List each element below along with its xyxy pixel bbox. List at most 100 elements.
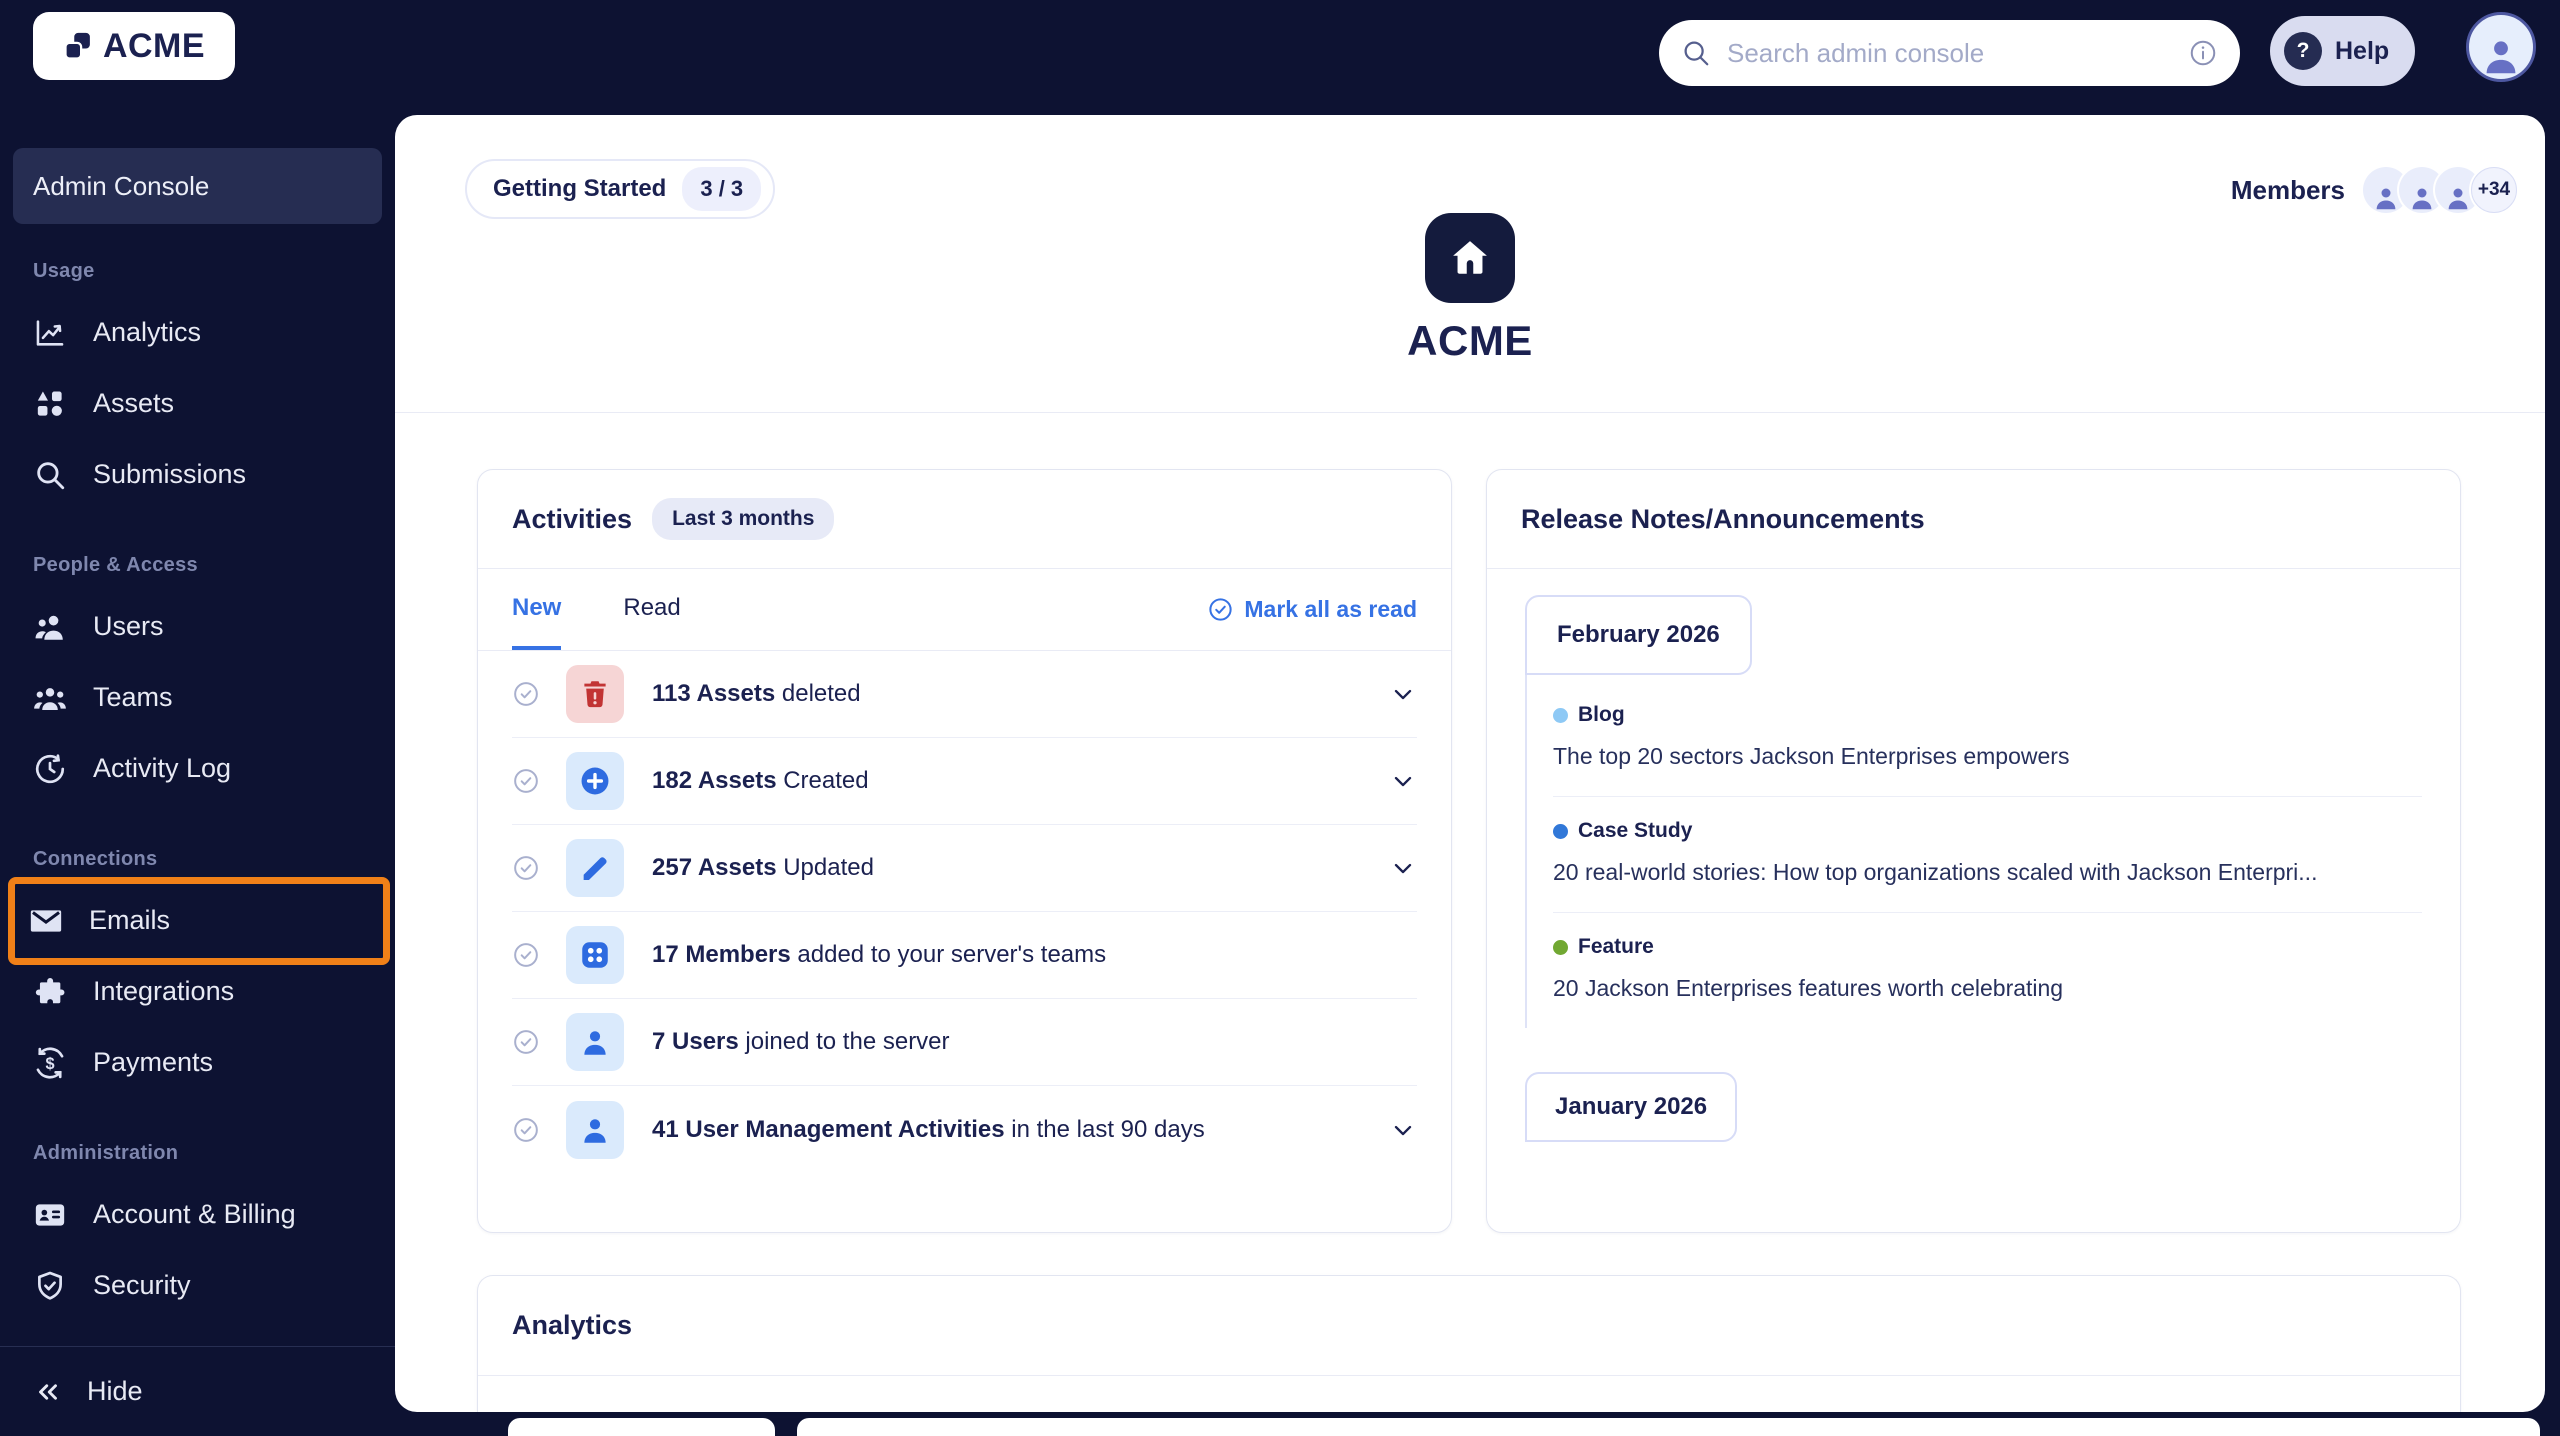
analytics-card: Analytics — [477, 1275, 2461, 1412]
release-notes-card: Release Notes/Announcements February 202… — [1486, 469, 2461, 1233]
chevron-down-icon[interactable] — [1389, 680, 1417, 708]
help-button[interactable]: ? Help — [2270, 16, 2416, 86]
entry-tag: Feature — [1578, 935, 1654, 958]
release-notes-title: Release Notes/Announcements — [1521, 503, 1925, 534]
release-entry-feature[interactable]: Feature 20 Jackson Enterprises features … — [1553, 913, 2422, 1028]
sidebar-item-account-billing[interactable]: Account & Billing — [13, 1179, 382, 1250]
chevron-down-icon[interactable] — [1389, 767, 1417, 795]
activities-card: Activities Last 3 months New Read Mark a… — [477, 469, 1452, 1233]
feature-dot-icon — [1553, 939, 1568, 955]
chevrons-left-icon — [33, 1377, 63, 1407]
sidebar-item-label: Security — [93, 1270, 191, 1300]
search-icon — [1681, 38, 1711, 68]
mark-all-label: Mark all as read — [1244, 596, 1417, 622]
user-avatar[interactable] — [2466, 12, 2536, 82]
section-label-usage: Usage — [33, 260, 95, 282]
check-circle-icon[interactable] — [512, 680, 540, 708]
check-circle-icon[interactable] — [512, 941, 540, 969]
activity-row-assets-updated[interactable]: 257 Assets Updated — [512, 825, 1417, 912]
main-panel: Getting Started 3 / 3 ACME Members +34 A… — [395, 115, 2545, 1412]
sidebar-item-admin-console[interactable]: Admin Console — [13, 148, 382, 224]
release-entry-blog[interactable]: Blog The top 20 sectors Jackson Enterpri… — [1553, 681, 2422, 797]
case-study-dot-icon — [1553, 823, 1568, 839]
brand-name: ACME — [102, 26, 206, 65]
admin-search-bar[interactable] — [1659, 20, 2240, 86]
entry-text: 20 Jackson Enterprises features worth ce… — [1553, 975, 2064, 1001]
activity-log-icon — [33, 752, 67, 786]
sidebar-item-security[interactable]: Security — [13, 1250, 382, 1321]
trash-icon — [566, 665, 624, 723]
grid-icon — [566, 926, 624, 984]
members-group: Members +34 — [2231, 167, 2517, 213]
puzzle-icon — [33, 975, 67, 1009]
sidebar-item-emails[interactable]: Emails — [8, 876, 390, 965]
member-overflow-badge[interactable]: +34 — [2471, 167, 2517, 213]
sidebar-item-teams[interactable]: Teams — [13, 662, 382, 733]
sidebar-item-label: Assets — [93, 388, 175, 418]
getting-started-label: Getting Started — [493, 175, 667, 202]
search-icon — [33, 458, 67, 492]
activity-text: 182 Assets Created — [652, 767, 869, 794]
sidebar-item-assets[interactable]: Assets — [13, 368, 382, 439]
check-circle-icon[interactable] — [512, 767, 540, 795]
sidebar-item-analytics[interactable]: Analytics — [13, 297, 382, 368]
getting-started-pill[interactable]: Getting Started 3 / 3 — [465, 159, 776, 219]
activity-row-users-joined[interactable]: 7 Users joined to the server — [512, 999, 1417, 1086]
blog-dot-icon — [1553, 707, 1568, 723]
payments-icon: $ — [33, 1046, 67, 1080]
info-icon[interactable] — [2188, 38, 2218, 68]
activity-row-assets-deleted[interactable]: 113 Assets deleted — [512, 651, 1417, 738]
member-avatar[interactable] — [2435, 167, 2481, 213]
sidebar-item-label: Account & Billing — [93, 1199, 296, 1229]
search-input[interactable] — [1727, 37, 2172, 69]
check-circle-icon[interactable] — [512, 1028, 540, 1056]
org-title: ACME — [1407, 317, 1533, 364]
teams-icon — [33, 681, 67, 715]
sidebar-item-label: Submissions — [93, 459, 247, 489]
activity-text: 7 Users joined to the server — [652, 1028, 950, 1055]
acme-logo[interactable]: ACME — [33, 12, 235, 80]
release-entry-case-study[interactable]: Case Study 20 real-world stories: How to… — [1553, 797, 2422, 913]
sidebar: ACME Admin Console Usage Analytics Asset… — [0, 0, 395, 1436]
entry-tag: Case Study — [1578, 819, 1693, 842]
sidebar-item-users[interactable]: Users — [13, 591, 382, 662]
activity-text: 41 User Management Activities in the las… — [652, 1115, 1205, 1143]
entry-tag: Blog — [1578, 703, 1625, 726]
check-circle-icon[interactable] — [512, 854, 540, 882]
sidebar-item-activity-log[interactable]: Activity Log — [13, 733, 382, 804]
tab-new[interactable]: New — [512, 569, 562, 650]
activity-row-members-added[interactable]: 17 Members added to your server's teams — [512, 912, 1417, 999]
sidebar-item-label: Integrations — [93, 976, 235, 1006]
sidebar-hide-button[interactable]: Hide — [0, 1346, 395, 1436]
activity-text: 113 Assets deleted — [652, 680, 861, 707]
home-icon — [1453, 241, 1487, 274]
entry-tag-row: Case Study — [1553, 819, 2422, 843]
month-tab-february-2026[interactable]: February 2026 — [1525, 595, 1752, 675]
entry-tag-row: Blog — [1553, 703, 2422, 727]
activity-row-assets-created[interactable]: 182 Assets Created — [512, 738, 1417, 825]
analytics-icon — [33, 316, 67, 350]
svg-text:$: $ — [45, 1054, 54, 1072]
sidebar-item-label: Payments — [93, 1047, 214, 1077]
member-avatar-stack[interactable]: +34 — [2363, 167, 2517, 213]
check-circle-icon[interactable] — [512, 1116, 540, 1144]
check-circle-icon — [1207, 596, 1234, 623]
acme-logo-mark-icon — [63, 31, 93, 61]
sidebar-item-submissions[interactable]: Submissions — [13, 439, 382, 510]
plus-circle-icon — [566, 752, 624, 810]
activity-row-user-management[interactable]: 41 User Management Activities in the las… — [512, 1086, 1417, 1173]
sidebar-item-integrations[interactable]: Integrations — [13, 956, 382, 1027]
sidebar-item-label: Activity Log — [93, 753, 232, 783]
chevron-down-icon[interactable] — [1389, 854, 1417, 882]
assets-icon — [33, 387, 67, 421]
question-icon: ? — [2284, 32, 2322, 70]
activity-text: 17 Members added to your server's teams — [652, 941, 1107, 968]
sidebar-item-payments[interactable]: $ Payments — [13, 1027, 382, 1098]
tab-read[interactable]: Read — [623, 593, 681, 621]
analytics-title: Analytics — [512, 1310, 633, 1340]
mark-all-as-read-button[interactable]: Mark all as read — [1207, 569, 1417, 650]
chevron-down-icon[interactable] — [1389, 1116, 1417, 1144]
entry-tag-row: Feature — [1553, 935, 2422, 959]
month-tab-january-2026[interactable]: January 2026 — [1525, 1072, 1738, 1142]
activities-header: Activities Last 3 months — [478, 470, 1451, 569]
